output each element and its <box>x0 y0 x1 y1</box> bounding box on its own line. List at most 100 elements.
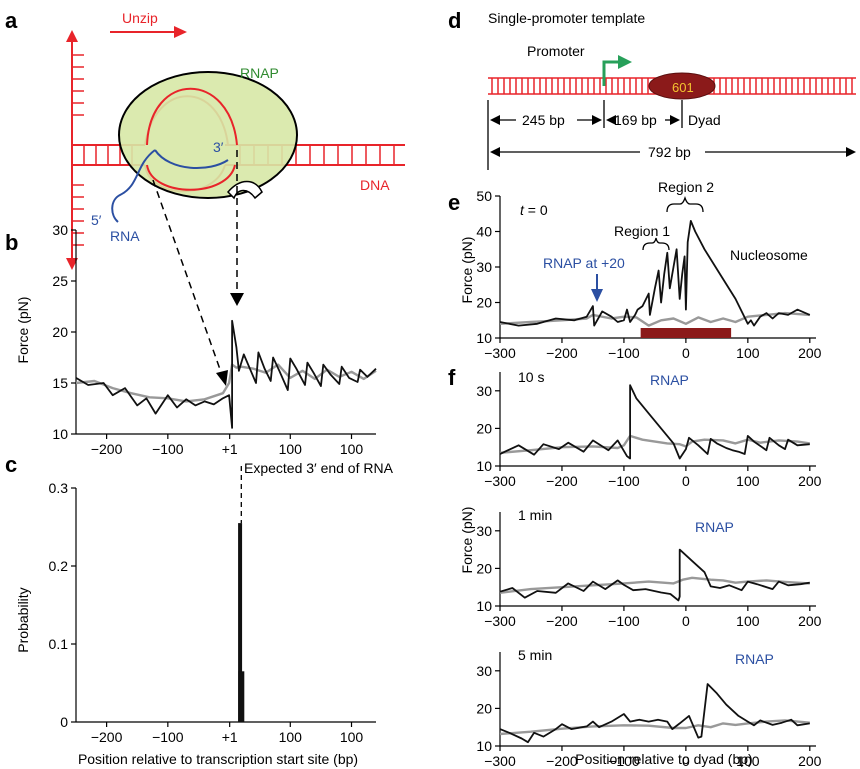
plot-f2: 10 20 30 −300 −200 −100 0 100 200 <box>476 512 822 629</box>
black-force-trace <box>499 548 810 602</box>
x-tick-label: −200 <box>91 729 123 745</box>
y-tick-label: 0.1 <box>49 636 69 652</box>
plot-c: 0 0.1 0.2 0.3 −200 −100 +1 100 100 <box>49 466 376 745</box>
panel-letter-c: c <box>5 452 17 477</box>
black-force-trace <box>499 384 810 460</box>
y-tick-label: 20 <box>476 700 492 716</box>
y-tick-label: 0.2 <box>49 558 69 574</box>
rnap-label-10s: RNAP <box>650 372 689 388</box>
panel-a: a Unzip <box>5 8 405 386</box>
panel-c-x-label: Position relative to transcription start… <box>78 751 358 767</box>
plot-b: 10 15 20 25 30 −200 −100 +1 100 100 <box>52 222 377 457</box>
y-tick-label: 10 <box>476 598 492 614</box>
rnap-ellipse <box>118 71 298 199</box>
rnap-label-5min: RNAP <box>735 651 774 667</box>
x-tick-label: 200 <box>798 345 822 361</box>
x-tick-label: 0 <box>682 613 690 629</box>
y-tick-label: 25 <box>52 273 68 289</box>
y-tick-label: 30 <box>476 383 492 399</box>
rna-three-prime-label: 3′ <box>213 139 224 155</box>
black-force-trace <box>499 683 810 744</box>
black-force-trace <box>75 319 377 429</box>
segment-169bp: 169 bp <box>614 112 657 128</box>
template-dimension-heads <box>490 115 856 157</box>
x-tick-label: 100 <box>279 441 303 457</box>
panel-letter-b: b <box>5 230 18 255</box>
promoter-label: Promoter <box>527 43 585 59</box>
rna-five-prime-label: 5′ <box>91 212 102 228</box>
y-tick-label: 20 <box>476 295 492 311</box>
dna-label: DNA <box>360 177 390 193</box>
region-1-label: Region 1 <box>614 223 670 239</box>
x-tick-label: −200 <box>546 473 578 489</box>
x-tick-label: −100 <box>608 345 640 361</box>
x-tick-label: 0 <box>682 753 690 769</box>
nucleosome-label: Nucleosome <box>730 247 808 263</box>
x-tick-label: 200 <box>798 473 822 489</box>
plot-f1: 10 20 30 −300 −200 −100 0 100 200 <box>476 372 822 489</box>
time-10s-label: 10 s <box>518 369 544 385</box>
rna-label: RNA <box>110 228 140 244</box>
rna-strand <box>111 149 229 223</box>
template-title: Single-promoter template <box>488 10 645 26</box>
probability-bar <box>238 671 245 722</box>
x-tick-label: −200 <box>546 613 578 629</box>
x-tick-label: −100 <box>608 753 640 769</box>
nucleosome-601-label: 601 <box>672 80 694 95</box>
x-tick-label: 100 <box>736 345 760 361</box>
x-tick-label: 100 <box>340 441 364 457</box>
x-tick-label: 100 <box>736 473 760 489</box>
unzip-label: Unzip <box>122 10 158 26</box>
rnap-label-1min: RNAP <box>695 519 734 535</box>
y-tick-label: 50 <box>476 188 492 204</box>
nucleosome-601 <box>648 72 716 100</box>
panel-f-y-label: Force (pN) <box>459 507 475 574</box>
plot-f3: 10 20 30 −300 −200 −100 0 100 200 <box>476 652 822 769</box>
x-tick-label: −100 <box>608 473 640 489</box>
time-zero-value: = 0 <box>524 202 548 218</box>
rnap-at-20-arrow <box>591 274 603 302</box>
dashed-link-rna-end <box>152 179 223 376</box>
x-tick-label: 100 <box>279 729 303 745</box>
dashed-link-rna-end-head <box>216 370 228 386</box>
x-tick-label: −200 <box>91 441 123 457</box>
dna-inside-rnap <box>146 87 238 191</box>
rnap-at-20-label: RNAP at +20 <box>543 255 625 271</box>
y-tick-label: 20 <box>476 420 492 436</box>
y-tick-label: 30 <box>476 259 492 275</box>
x-tick-label: −300 <box>484 613 516 629</box>
y-tick-label: 40 <box>476 224 492 240</box>
x-tick-label: +1 <box>222 729 238 745</box>
panel-letter-f: f <box>448 365 456 390</box>
x-tick-label: 200 <box>798 753 822 769</box>
grey-force-trace <box>499 311 810 327</box>
black-force-trace <box>499 219 811 327</box>
x-tick-label: −300 <box>484 473 516 489</box>
rnap-label: RNAP <box>240 65 279 81</box>
panel-d: d Single-promoter template Promoter 601 <box>448 8 856 170</box>
x-tick-label: −100 <box>152 729 184 745</box>
y-tick-label: 15 <box>52 375 68 391</box>
x-tick-label: −100 <box>152 441 184 457</box>
region-1-brace <box>642 237 670 251</box>
grey-force-trace <box>499 576 810 594</box>
x-tick-label: −300 <box>484 753 516 769</box>
segment-245bp: 245 bp <box>522 112 565 128</box>
rnap-exit-channel <box>226 180 263 200</box>
time-5min-label: 5 min <box>518 647 552 663</box>
panel-b: b Force (pN) 10 15 20 25 30 −200 −100 +1 100 100 <box>5 222 377 457</box>
y-tick-label: 0 <box>60 714 68 730</box>
segment-792bp: 792 bp <box>648 144 691 160</box>
x-tick-label: −200 <box>546 753 578 769</box>
probability-bar <box>238 523 243 722</box>
panel-c-y-label: Probability <box>15 587 31 652</box>
unzip-arrow <box>110 26 187 38</box>
time-1min-label: 1 min <box>518 507 552 523</box>
x-tick-label: −100 <box>608 613 640 629</box>
panel-letter-d: d <box>448 8 461 33</box>
y-tick-label: 30 <box>476 523 492 539</box>
region-2-brace <box>666 195 704 213</box>
y-tick-label: 30 <box>476 663 492 679</box>
y-tick-label: 10 <box>52 426 68 442</box>
